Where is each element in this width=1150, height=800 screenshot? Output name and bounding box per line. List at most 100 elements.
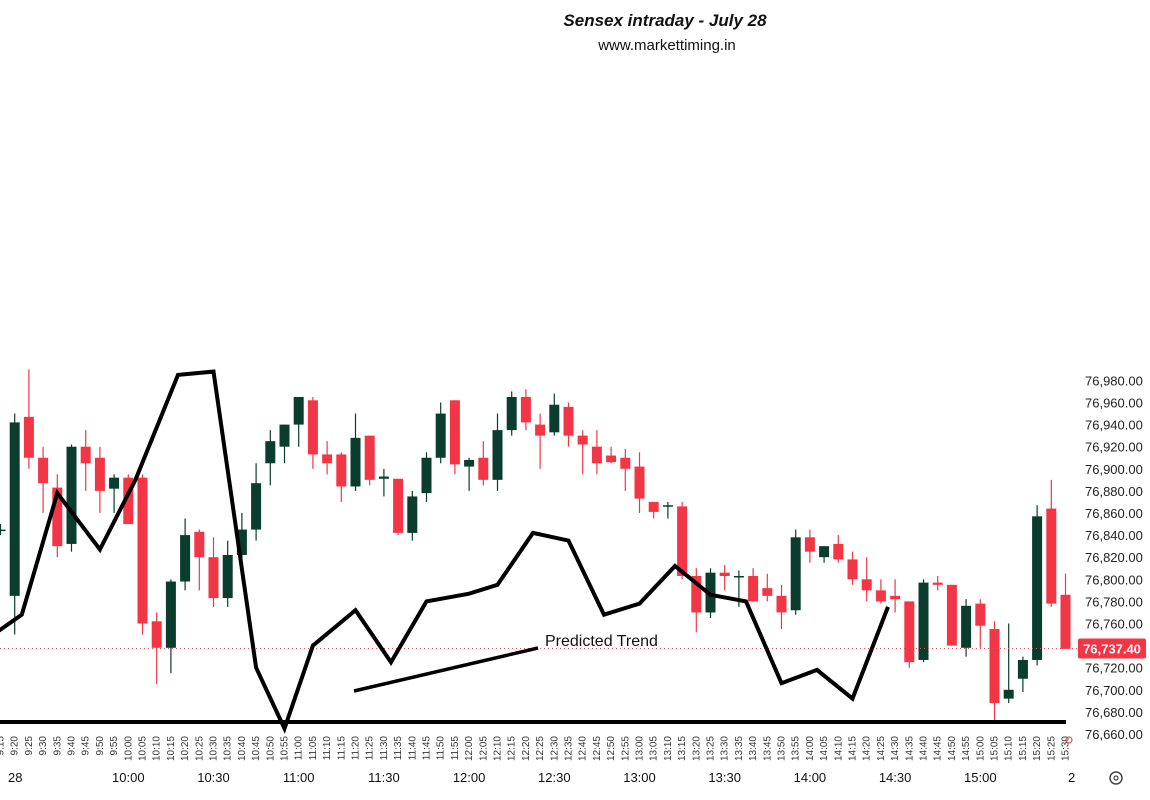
candle-body (875, 590, 886, 602)
candle-body (307, 400, 318, 455)
candle-body (648, 501, 659, 512)
candle (435, 402, 446, 464)
x-tick-small-label: 11:45 (422, 736, 433, 761)
candle-body (847, 559, 858, 580)
candle-body (293, 396, 304, 425)
x-tick-small-label: 9:30 (38, 736, 49, 756)
x-tick-small-label: 11:05 (308, 736, 319, 761)
x-tick-small-label: 10:30 (209, 736, 220, 761)
y-tick-label: 76,720.00 (1085, 661, 1143, 676)
candle-body (890, 595, 901, 600)
candle-body (9, 422, 20, 596)
candle (904, 601, 915, 668)
candle-body (393, 478, 404, 533)
candle (819, 546, 830, 563)
x-tick-small-label: 15:10 (1004, 736, 1015, 761)
annotation-label: Predicted Trend (545, 633, 658, 650)
x-tick-small-label: 12:20 (521, 736, 532, 761)
candle (634, 452, 645, 513)
candle (1017, 656, 1028, 693)
x-tick-small-label: 15:30 (1061, 736, 1072, 761)
settings-icon[interactable] (1109, 771, 1123, 785)
candle-body (833, 543, 844, 560)
x-tick-main-label: 13:30 (708, 770, 741, 785)
candle (94, 446, 105, 513)
x-tick-small-label: 14:30 (890, 736, 901, 761)
x-tick-small-label: 11:30 (379, 736, 390, 761)
candle-body (591, 446, 602, 464)
candle-body (1060, 594, 1071, 649)
candle (620, 448, 631, 491)
chart-subtitle: www.markettiming.in (597, 37, 736, 54)
x-tick-small-label: 12:55 (620, 736, 631, 761)
candle-body (634, 466, 645, 499)
x-tick-small-label: 12:50 (606, 736, 617, 761)
x-tick-small-label: 15:05 (990, 736, 1001, 761)
x-tick-small-label: 11:00 (294, 736, 305, 761)
x-tick-small-label: 11:25 (365, 736, 376, 761)
candle-body (989, 629, 1000, 704)
x-tick-main-label: 10:30 (197, 770, 230, 785)
candle (790, 529, 801, 615)
x-tick-small-label: 9:50 (95, 736, 106, 756)
x-tick-small-label: 10:55 (280, 736, 291, 761)
candle (322, 441, 333, 475)
x-tick-small-label: 14:20 (862, 736, 873, 761)
x-tick-small-label: 10:10 (152, 736, 163, 761)
candle-body (691, 575, 702, 613)
candle (180, 518, 191, 591)
y-tick-label: 76,880.00 (1085, 484, 1143, 499)
candle-body (464, 459, 475, 467)
candle-body (322, 454, 333, 464)
x-tick-main-label: 10:00 (112, 770, 145, 785)
candle (350, 413, 361, 491)
candle-body (790, 537, 801, 611)
x-tick-small-label: 12:10 (493, 736, 504, 761)
candle-body (208, 557, 219, 599)
x-tick-small-label: 9:15 (0, 736, 7, 756)
candle (393, 478, 404, 536)
y-tick-label: 76,680.00 (1085, 705, 1143, 720)
x-tick-small-label: 13:40 (748, 736, 759, 761)
x-tick-main-label: 15:00 (964, 770, 997, 785)
x-tick-small-label: 12:15 (507, 736, 518, 761)
x-tick-small-label: 10:40 (237, 736, 248, 761)
candle-body (492, 430, 503, 480)
candle-body (80, 446, 91, 464)
y-tick-label: 76,960.00 (1085, 396, 1143, 411)
candle (961, 599, 972, 657)
y-tick-label: 76,840.00 (1085, 528, 1143, 543)
x-tick-small-label: 13:35 (734, 736, 745, 761)
x-tick-small-label: 10:35 (223, 736, 234, 761)
x-axis: 9:15 9:20 9:25 9:30 9:35 9:40 9:45 9:50 9:55 10:0… (0, 736, 1075, 785)
candle-body (563, 406, 574, 436)
candle (975, 599, 986, 648)
x-tick-small-label: 10:25 (194, 736, 205, 761)
x-tick-small-label: 11:40 (407, 736, 418, 761)
candle-body (151, 621, 162, 648)
candle (762, 573, 773, 602)
candle (563, 402, 574, 447)
x-tick-small-label: 15:15 (1018, 736, 1029, 761)
candle-body (861, 579, 872, 591)
y-tick-label: 76,820.00 (1085, 550, 1143, 565)
candle-body (946, 584, 957, 646)
candle-body (137, 477, 148, 624)
x-tick-small-label: 13:15 (677, 736, 688, 761)
y-tick-label: 76,780.00 (1085, 594, 1143, 609)
x-tick-small-label: 10:05 (138, 736, 149, 761)
candle (932, 575, 943, 591)
candle-body (435, 413, 446, 458)
candle (109, 474, 120, 513)
x-tick-small-label: 12:45 (592, 736, 603, 761)
candle (677, 501, 688, 580)
x-tick-small-label: 10:15 (166, 736, 177, 761)
candle (804, 529, 815, 563)
trend-layer (0, 369, 890, 734)
x-tick-small-label: 14:35 (904, 736, 915, 761)
x-tick-small-label: 13:25 (706, 736, 717, 761)
candle (918, 579, 929, 663)
candle (137, 474, 148, 635)
last-price-tag: 76,737.40 (1078, 638, 1146, 659)
y-tick-label: 76,700.00 (1085, 683, 1143, 698)
